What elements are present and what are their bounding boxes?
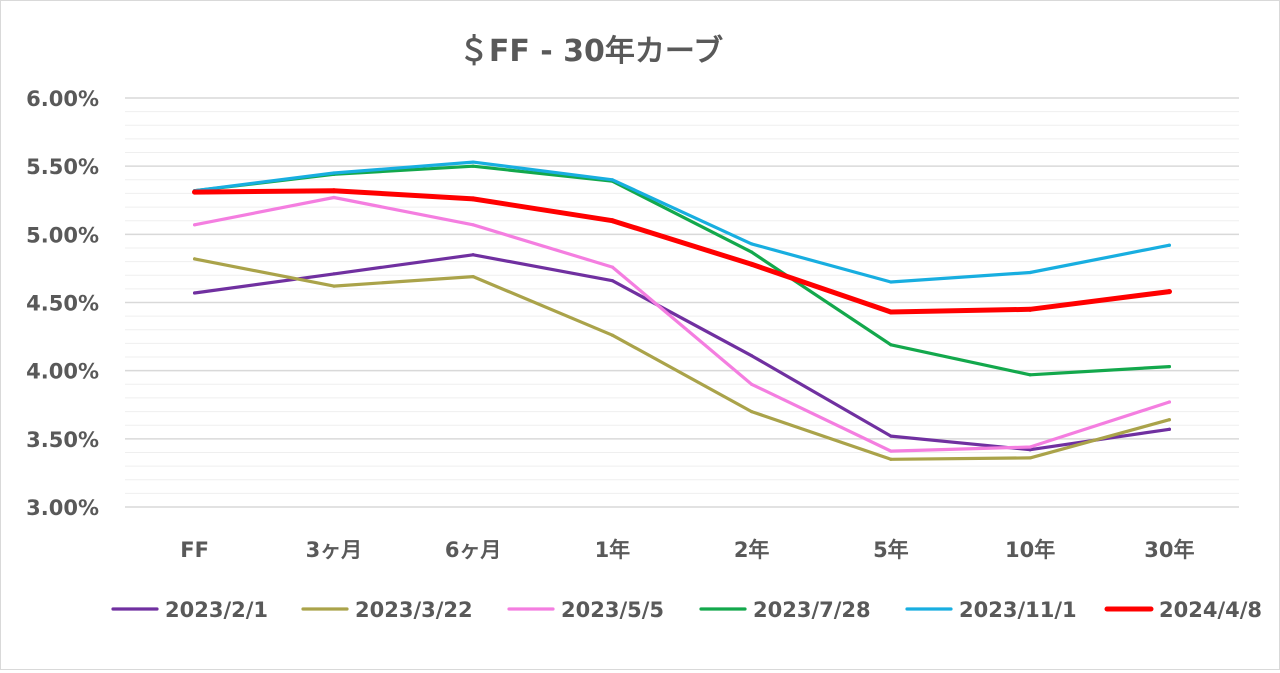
data-point [750, 382, 754, 386]
data-point [610, 333, 614, 337]
x-tick-label: 2年 [734, 538, 770, 562]
series-line [193, 195, 1172, 453]
series-line [192, 188, 1172, 315]
data-point [192, 189, 198, 195]
data-point [332, 195, 336, 200]
data-point [1167, 243, 1171, 247]
x-tick-label: 6ヶ月 [445, 538, 502, 562]
data-point [1167, 364, 1171, 369]
y-tick-label: 5.00% [26, 223, 99, 247]
x-tick-label: 3ヶ月 [306, 538, 363, 562]
data-point [1167, 400, 1171, 404]
x-tick-label: FF [180, 538, 209, 562]
data-point [1028, 270, 1032, 275]
data-point [1166, 289, 1172, 295]
data-point [889, 449, 893, 453]
data-point [889, 343, 893, 347]
data-point [1028, 373, 1032, 377]
data-point [471, 164, 475, 168]
chart-title: ＄FF - 30年カーブ [459, 34, 723, 69]
legend-label: 2023/7/28 [753, 598, 871, 622]
data-point [1028, 445, 1032, 449]
data-point [471, 160, 475, 164]
x-tick-label: 5年 [873, 538, 909, 562]
data-point [889, 457, 893, 461]
y-axis-tick-labels: 3.00% 3.50% 4.00% 4.50% 5.00% 5.50% 6.00% [26, 87, 99, 520]
data-point [470, 196, 476, 202]
x-tick-label: 10年 [1005, 538, 1055, 562]
x-tick-label: 30年 [1144, 538, 1194, 562]
data-point [889, 280, 893, 284]
y-tick-label: 4.50% [26, 292, 99, 316]
data-point [193, 257, 197, 261]
data-point [750, 409, 754, 414]
y-tick-label: 3.00% [26, 496, 99, 520]
y-tick-label: 3.50% [26, 428, 99, 452]
data-point [1028, 448, 1032, 452]
data-point [332, 171, 336, 175]
data-point [888, 309, 894, 315]
series-line [193, 160, 1172, 284]
data-point [1027, 306, 1033, 312]
data-point [471, 223, 475, 227]
data-point [610, 178, 614, 182]
legend-label: 2023/5/5 [561, 598, 664, 622]
series-lines [192, 160, 1172, 461]
x-axis-tick-labels: FF 3ヶ月 6ヶ月 1年 2年 5年 10年 30年 [180, 538, 1194, 562]
data-point [331, 188, 337, 194]
x-tick-label: 1年 [595, 538, 631, 562]
data-point [471, 274, 475, 279]
data-point [889, 434, 893, 438]
data-point [1167, 427, 1171, 431]
legend-label: 2023/11/1 [959, 598, 1077, 622]
data-point [193, 223, 197, 227]
data-point [610, 279, 614, 283]
series-line [193, 164, 1172, 377]
data-point [749, 261, 755, 267]
grid-lines [125, 97, 1239, 508]
data-point [1167, 418, 1171, 422]
legend-label: 2023/3/22 [355, 598, 473, 622]
y-tick-label: 5.50% [26, 155, 99, 179]
legend-label: 2023/2/1 [165, 598, 268, 622]
legend: 2023/2/1 2023/3/22 2023/5/5 2023/7/28 2023/1… [111, 598, 1262, 622]
data-point [750, 354, 754, 358]
y-tick-label: 6.00% [26, 87, 99, 111]
y-tick-label: 4.00% [26, 360, 99, 384]
legend-label: 2024/4/8 [1159, 598, 1262, 622]
data-point [750, 242, 754, 246]
data-point [750, 250, 754, 254]
data-point [610, 265, 614, 269]
data-point [609, 218, 615, 224]
data-point [193, 291, 197, 295]
series-line [193, 257, 1172, 461]
data-point [1028, 456, 1032, 460]
data-point [332, 284, 336, 288]
data-point [471, 253, 475, 257]
data-point [332, 272, 336, 276]
